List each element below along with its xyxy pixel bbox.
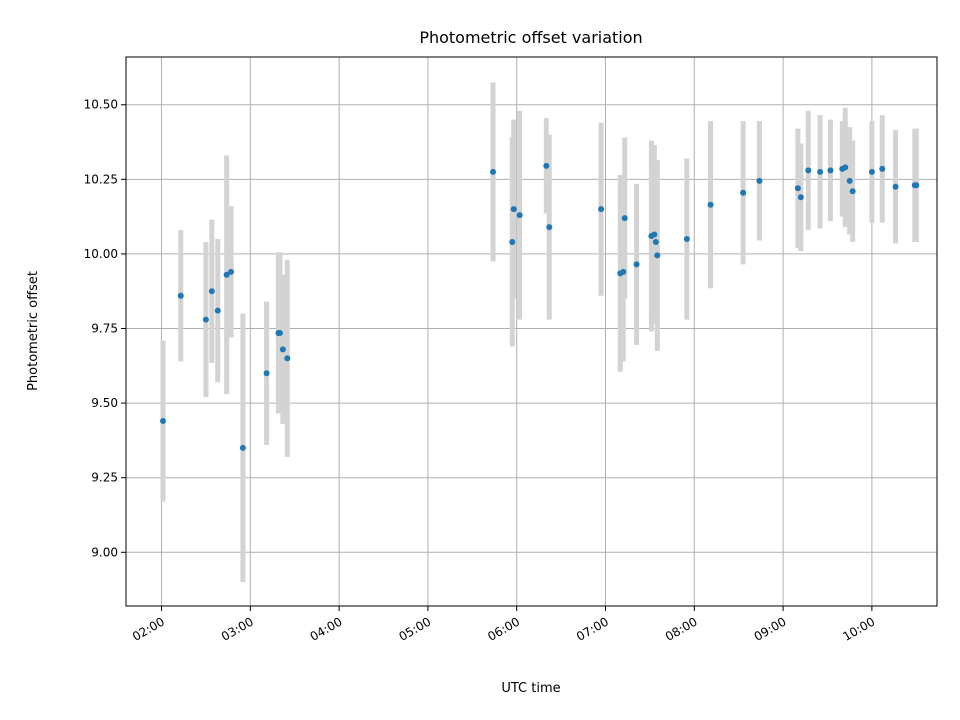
data-point (868, 168, 875, 175)
data-point (284, 355, 291, 362)
data-point (654, 252, 661, 259)
data-point (620, 268, 627, 275)
data-point (621, 215, 628, 222)
data-point (683, 236, 690, 243)
plot-area (126, 57, 937, 606)
data-point (827, 167, 834, 174)
data-point (546, 224, 553, 231)
data-point (208, 288, 215, 295)
data-point (509, 238, 516, 245)
data-points (159, 162, 920, 451)
data-point (707, 201, 714, 208)
data-point (598, 206, 605, 213)
data-point (516, 212, 523, 219)
data-point (892, 183, 899, 190)
data-point (846, 177, 853, 184)
data-point (239, 444, 246, 451)
y-tick-label: 10.25 (84, 172, 118, 186)
data-point (159, 418, 166, 425)
y-tick-label: 9.25 (91, 471, 118, 485)
data-point (740, 189, 747, 196)
y-tick-label: 10.50 (84, 98, 118, 112)
data-point (276, 329, 283, 336)
y-tick-label: 9.00 (91, 545, 118, 559)
data-point (879, 165, 886, 172)
data-point (913, 182, 920, 189)
data-point (214, 307, 221, 314)
data-point (797, 194, 804, 201)
data-point (279, 346, 286, 353)
data-point (756, 177, 763, 184)
data-point (490, 168, 497, 175)
y-axis-label: Photometric offset (26, 271, 41, 391)
data-point (794, 185, 801, 192)
data-point (849, 188, 856, 195)
data-point (263, 370, 270, 377)
data-point (842, 164, 849, 171)
y-tick-label: 9.50 (91, 396, 118, 410)
data-point (510, 206, 517, 213)
x-axis-label: UTC time (501, 681, 560, 696)
data-point (223, 271, 230, 278)
data-point (202, 316, 209, 323)
data-point (651, 231, 658, 238)
data-point (543, 162, 550, 169)
data-point (177, 292, 184, 299)
y-tick-label: 9.75 (91, 322, 118, 336)
plot-frame (125, 56, 938, 607)
chart-title: Photometric offset variation (419, 28, 642, 47)
data-point (805, 167, 812, 174)
data-point (817, 168, 824, 175)
data-point (652, 238, 659, 245)
data-point (633, 261, 640, 268)
y-tick-label: 10.00 (84, 247, 118, 261)
data-point (228, 268, 235, 275)
